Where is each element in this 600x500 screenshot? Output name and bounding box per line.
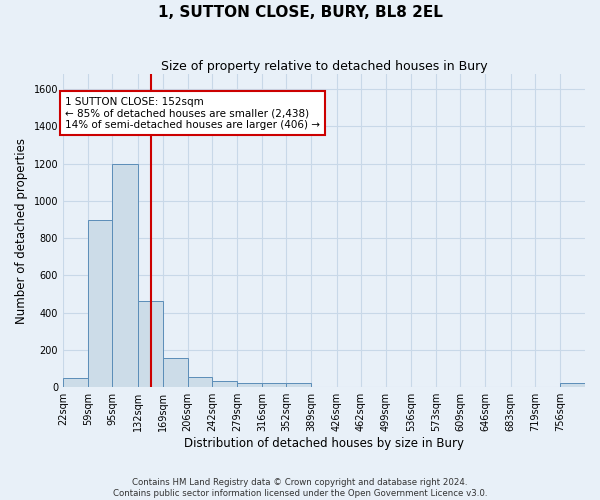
Bar (262, 384, 286, 387)
Bar (88, 220, 112, 387)
Bar (188, 377, 212, 387)
Bar (163, 358, 188, 387)
Title: Size of property relative to detached houses in Bury: Size of property relative to detached ho… (161, 60, 487, 73)
Bar (212, 380, 237, 387)
Text: 1 SUTTON CLOSE: 152sqm
← 85% of detached houses are smaller (2,438)
14% of semi-: 1 SUTTON CLOSE: 152sqm ← 85% of detached… (65, 96, 320, 130)
Y-axis label: Number of detached properties: Number of detached properties (15, 138, 28, 324)
Bar (237, 382, 262, 387)
Bar (560, 384, 585, 387)
Bar (286, 384, 311, 387)
Text: Contains HM Land Registry data © Crown copyright and database right 2024.
Contai: Contains HM Land Registry data © Crown c… (113, 478, 487, 498)
Bar (112, 164, 137, 387)
Bar (137, 300, 163, 387)
Bar (63, 378, 88, 387)
Text: 1, SUTTON CLOSE, BURY, BL8 2EL: 1, SUTTON CLOSE, BURY, BL8 2EL (158, 5, 442, 20)
X-axis label: Distribution of detached houses by size in Bury: Distribution of detached houses by size … (184, 437, 464, 450)
